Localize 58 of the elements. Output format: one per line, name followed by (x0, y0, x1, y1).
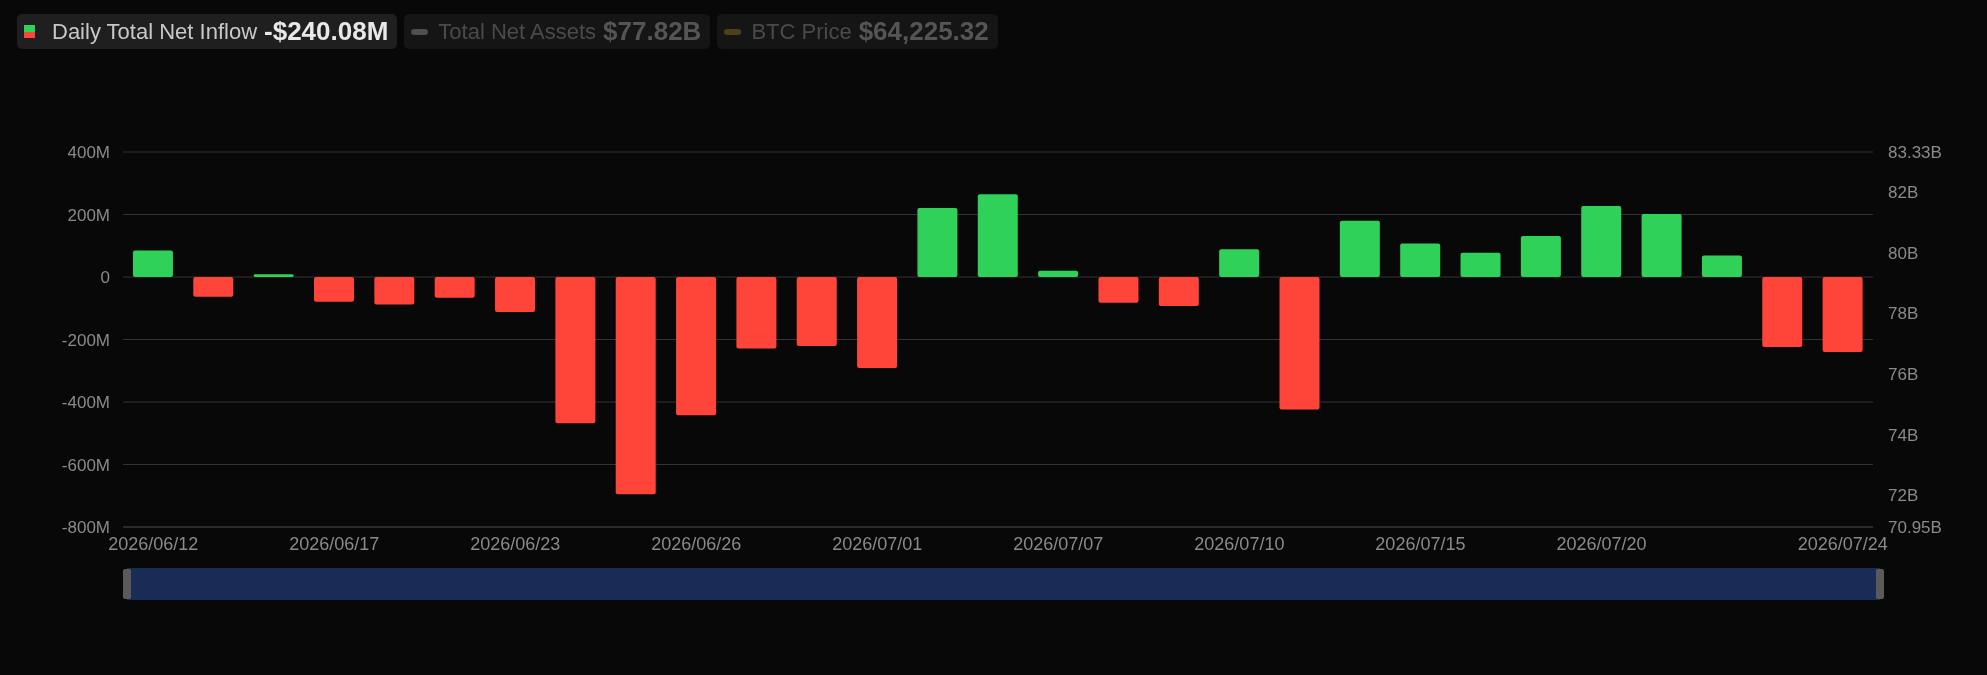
x-tick-label: 2026/06/23 (470, 533, 561, 554)
bar (615, 277, 656, 495)
y2-tick-label: 82B (1888, 183, 1919, 203)
x-tick-label: 2026/07/15 (1375, 533, 1466, 554)
y2-tick-label: 74B (1888, 425, 1919, 445)
x-tick-label: 2026/07/10 (1194, 533, 1285, 554)
y-tick-label: 0 (100, 268, 110, 288)
y-tick-label: -200M (61, 330, 110, 350)
x-tick-label: 2026/07/01 (832, 533, 923, 554)
legend-label: Daily Total Net Inflow (52, 18, 258, 45)
y-tick-label: -600M (61, 455, 110, 475)
y2-tick-label: 76B (1888, 365, 1919, 385)
bar (495, 277, 536, 312)
bar (1400, 243, 1441, 277)
bar (1339, 220, 1380, 277)
bar (796, 277, 837, 347)
x-tick-label: 2026/07/20 (1556, 533, 1647, 554)
bar (1822, 277, 1863, 352)
bar (555, 277, 596, 424)
y-tick-label: 400M (67, 143, 110, 163)
x-tick-label: 2026/06/17 (289, 533, 380, 554)
bar (132, 250, 173, 277)
bar (1641, 213, 1682, 277)
bar (193, 277, 234, 297)
bar (676, 277, 717, 416)
x-tick-label: 2026/06/26 (651, 533, 742, 554)
x-tick-label: 2026/07/24 (1797, 533, 1888, 554)
bar (434, 277, 475, 298)
bar (1219, 249, 1260, 277)
text: -$240.08M (264, 16, 389, 47)
bar (857, 277, 898, 368)
bar (977, 194, 1018, 277)
text: $64,225.32 (858, 16, 989, 47)
bar (313, 277, 354, 302)
y-tick-label: -800M (61, 518, 110, 538)
y2-tick-label: 78B (1888, 304, 1919, 324)
x-tick-label: 2026/06/12 (108, 533, 199, 554)
bar (1520, 236, 1561, 277)
y2-tick-label: 72B (1888, 486, 1919, 506)
x-tick-label: 2026/07/07 (1013, 533, 1104, 554)
y2-tick-label: 83.33B (1888, 143, 1942, 163)
bar (374, 277, 415, 305)
y2-tick-label: 70.95B (1888, 518, 1942, 538)
bar (1581, 206, 1622, 277)
bar (1460, 252, 1501, 277)
y2-tick-label: 80B (1888, 243, 1919, 263)
bar (1038, 270, 1079, 277)
bar (1098, 277, 1139, 303)
bar (1762, 277, 1803, 347)
y-tick-label: 200M (67, 205, 110, 225)
bar (1158, 277, 1199, 307)
y-tick-label: -400M (61, 393, 110, 413)
bar (253, 274, 294, 277)
bar (736, 277, 777, 349)
bar (1701, 255, 1742, 277)
bar (1279, 277, 1320, 410)
text: $77.82B (603, 16, 702, 47)
bar (917, 207, 958, 277)
